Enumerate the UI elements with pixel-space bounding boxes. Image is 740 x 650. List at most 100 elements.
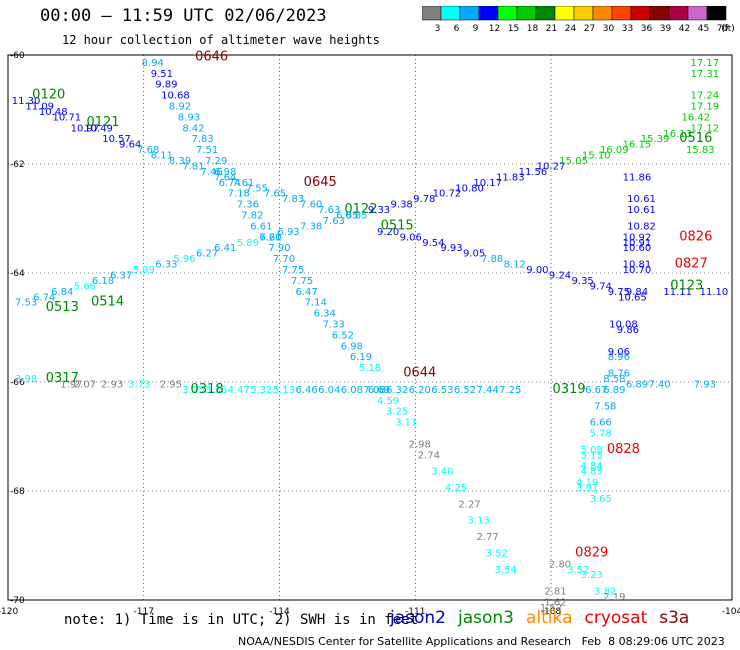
wave-height-point: 3.40	[431, 467, 453, 478]
wave-height-point: 6.74	[33, 292, 55, 303]
wave-height-point: 6.47	[296, 287, 318, 298]
wave-height-point: 10.61	[627, 194, 656, 205]
wave-height-point: 4.84	[581, 461, 603, 472]
x-tick-label: -120	[0, 607, 18, 617]
wave-height-point: 5.13	[273, 385, 295, 396]
wave-height-point: 6.20	[409, 385, 431, 396]
wave-height-point: 11.56	[519, 167, 548, 178]
wave-height-point: 10.17	[473, 178, 502, 189]
wave-height-point: 6.89	[603, 385, 625, 396]
wave-height-point: 6.67	[585, 385, 607, 396]
wave-height-point: 6.85	[336, 211, 358, 222]
colorbar-label: 6	[454, 24, 460, 34]
wave-height-point: 6.74	[219, 178, 241, 189]
wave-height-point: 9.24	[549, 270, 571, 281]
x-tick-label: -114	[269, 607, 290, 617]
track-time-label: 0121	[86, 115, 119, 130]
color-legend: 3 6 9 12 15 18 21 24 27 30 33 36 39 42 45 70(ft)	[422, 6, 735, 34]
wave-height-point: 6.89	[626, 379, 648, 390]
track-time-label: 0123	[670, 278, 703, 293]
wave-height-point: 7.58	[594, 401, 616, 412]
wave-height-point: 3.52	[486, 548, 508, 559]
wave-height-point: 6.08	[341, 385, 363, 396]
wave-height-point: 2.81	[544, 587, 566, 598]
wave-height-point: 7.63	[323, 216, 345, 227]
track-time-label: 0644	[403, 366, 436, 381]
wave-height-point: 10.80	[455, 183, 484, 194]
wave-height-point: 10.97	[71, 123, 100, 134]
wave-height-point: 2.27	[458, 499, 480, 510]
wave-height-point: 7.70	[273, 254, 295, 265]
wave-height-point: 17.12	[691, 123, 720, 134]
wave-height-point: 10.91	[623, 238, 652, 249]
wave-height-point: 6.32	[386, 385, 408, 396]
wave-height-point: 2.80	[549, 559, 571, 570]
wave-height-point: 9.20	[377, 227, 399, 238]
satellite-legend-item: cryosat	[584, 608, 648, 628]
wave-height-point: 16.09	[600, 145, 629, 156]
wave-height-point: 9.74	[590, 281, 612, 292]
track-time-label: 0826	[679, 229, 712, 244]
wave-height-point: 7.60	[300, 200, 322, 211]
wave-height-point: 7.14	[305, 298, 327, 309]
wave-height-point: 3.11	[395, 418, 417, 429]
colorbar-label: 39	[660, 24, 672, 34]
track-time-label: 0317	[46, 371, 79, 386]
wave-height-point: 10.48	[39, 107, 68, 118]
wave-height-point: 9.06	[400, 232, 422, 243]
wave-height-point: 6.84	[51, 287, 73, 298]
wave-height-point: 7.25	[499, 385, 521, 396]
wave-height-point: 5.66	[74, 281, 96, 292]
wave-height-point: 10.65	[618, 292, 647, 303]
wave-height-point: 4.25	[445, 483, 467, 494]
wave-height-point: 6.41	[214, 243, 236, 254]
colorbar-label: 21	[546, 24, 557, 34]
wave-height-point: 7.53	[15, 298, 37, 309]
wave-height-point: 17.19	[691, 102, 720, 113]
wave-height-point: 1.62	[544, 597, 566, 608]
wave-height-point: 10.60	[623, 243, 652, 254]
wave-height-point: 7.75	[291, 276, 313, 287]
wave-height-point: 10.57	[102, 134, 131, 145]
track-time-label: 0645	[304, 175, 337, 190]
wave-height-point: 9.33	[368, 205, 390, 216]
wave-height-point: 17.24	[691, 91, 720, 102]
wave-height-point: 15.39	[641, 134, 670, 145]
wave-height-point: 11.10	[700, 287, 729, 298]
wave-height-point: 5.15	[581, 450, 603, 461]
wave-height-point: 9.51	[151, 69, 173, 80]
colorbar-label: 12	[489, 24, 500, 34]
wave-height-point: 7.33	[323, 320, 345, 331]
wave-height-point: 7.88	[481, 254, 503, 265]
track-time-label: 0828	[607, 442, 640, 457]
track-time-label: 0318	[191, 382, 224, 397]
wave-height-point: 4.47	[228, 385, 250, 396]
wave-height-point: 7.08	[363, 385, 385, 396]
wave-height-point: 3.52	[567, 565, 589, 576]
wave-height-point: 5.78	[590, 429, 612, 440]
satellite-legend-item: s3a	[659, 608, 690, 628]
wave-height-point: 9.84	[626, 287, 648, 298]
wave-height-point: 16.13	[663, 129, 692, 140]
wave-height-point: 9.75	[608, 287, 630, 298]
wave-height-point: 7.75	[282, 265, 304, 276]
wave-height-point: 11.30	[12, 96, 41, 107]
wave-height-point: 8.94	[142, 58, 164, 69]
wave-height-point: 6.34	[314, 309, 336, 320]
wave-height-point: 3.25	[182, 385, 204, 396]
wave-height-point: 10.61	[627, 205, 656, 216]
wave-height-point: 9.38	[391, 200, 413, 211]
wave-height-point: 2.95	[160, 379, 182, 390]
colorbar-label: 3	[435, 24, 441, 34]
wave-height-point: 6.93	[277, 227, 299, 238]
wave-height-point: 15.10	[582, 151, 611, 162]
wave-height-point: 1.52	[540, 603, 562, 614]
track-time-label: 0516	[679, 131, 712, 146]
y-tick-label: -70	[10, 596, 25, 606]
wave-height-point: 7.68	[137, 145, 159, 156]
wave-height-point: 4.85	[581, 467, 603, 478]
colorbar-swatch	[706, 6, 727, 21]
wave-height-point: 6.19	[350, 352, 372, 363]
wave-height-point: 3.23	[581, 570, 603, 581]
